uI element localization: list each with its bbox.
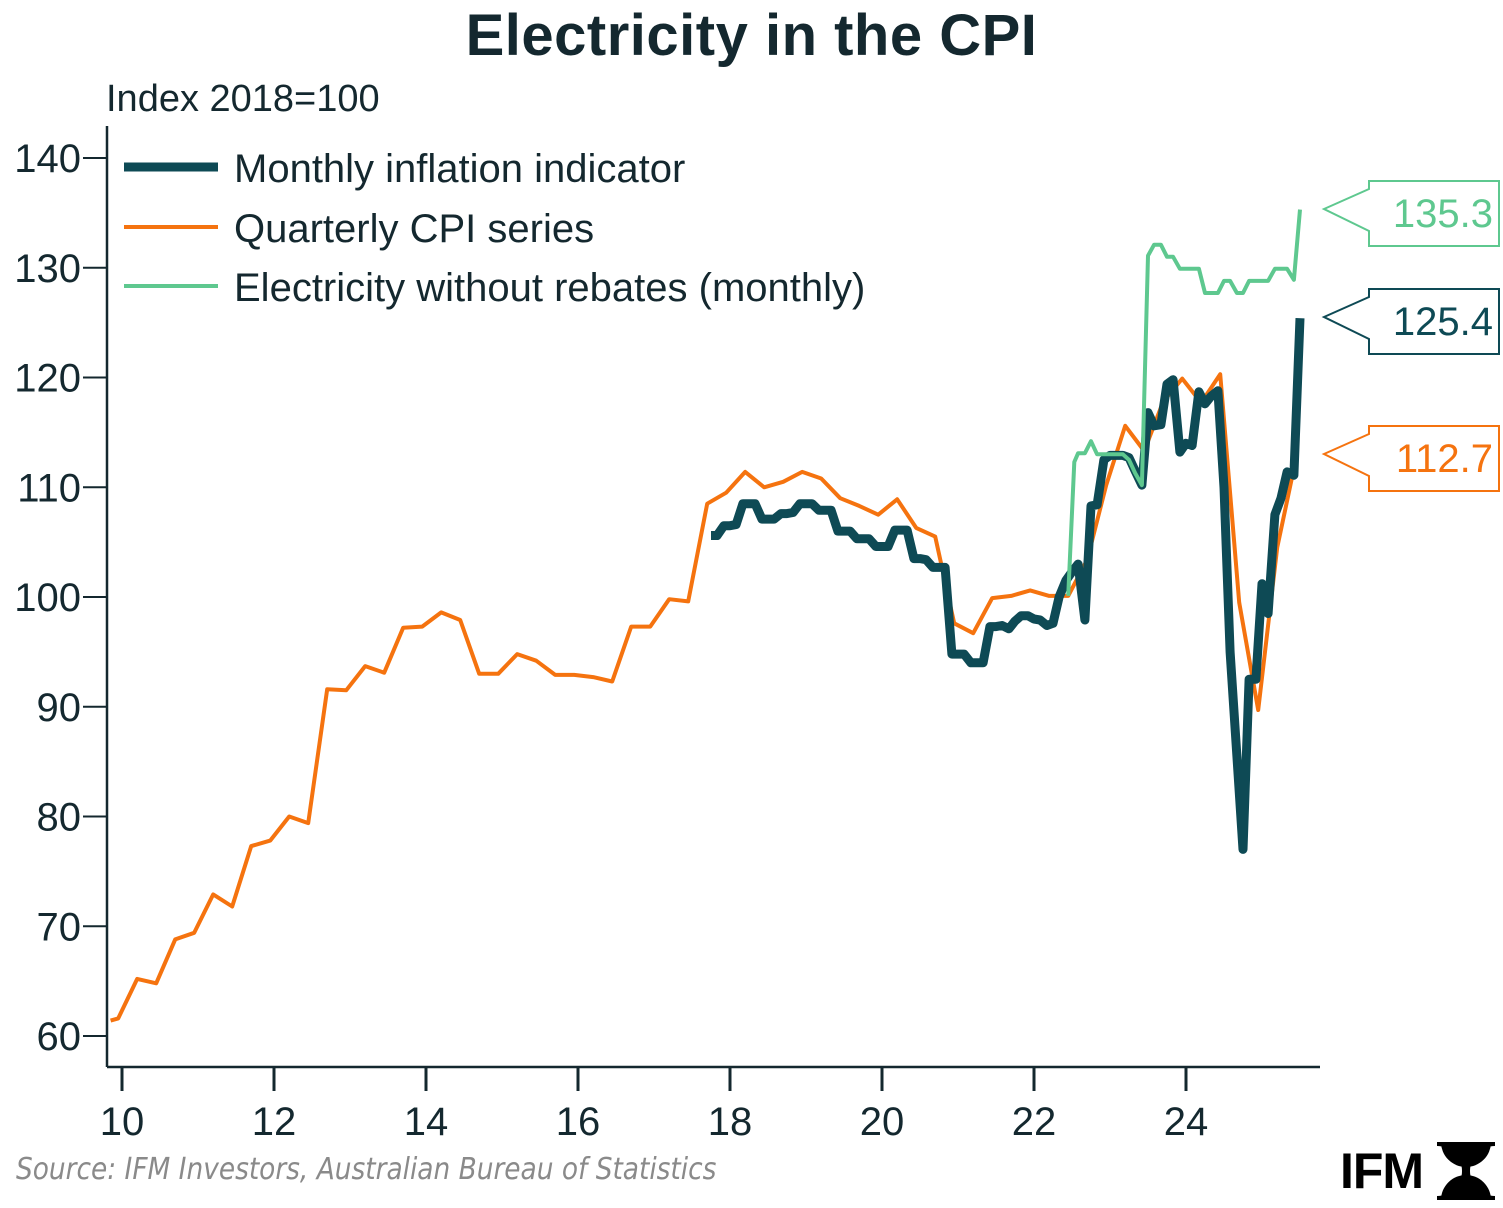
x-tick-label: 24 [1164,1100,1209,1144]
legend-label: Quarterly CPI series [234,207,594,251]
value-callout-label: 112.7 [1396,437,1493,481]
legend-label: Electricity without rebates (monthly) [234,266,865,310]
value-callout-label: 125.4 [1393,300,1493,344]
axes: 60 70 80 90 100 110 120 130 140 10 12 14 16 18 20 22 24 [14,126,1320,1144]
ifm-logo: IFM [1340,1142,1496,1200]
series-line-quarterly-cpi-series [110,372,1299,1023]
value-callout-box [1321,425,1500,492]
legend-label: Monthly inflation indicator [234,147,685,191]
ifm-logo-mark-icon [1437,1142,1496,1200]
legend: Monthly inflation indicator Quarterly CPI… [124,147,865,310]
y-tick-label: 100 [14,576,81,620]
x-tick-label: 14 [404,1100,449,1144]
x-tick-label: 20 [860,1100,905,1144]
y-tick-label: 60 [37,1015,82,1059]
series-line-monthly-inflation-indicator [711,318,1305,854]
y-tick-label: 120 [14,357,81,401]
y-tick-label: 90 [37,686,82,730]
y-tick-label: 110 [17,466,81,510]
series-layer [110,209,1305,1023]
x-tick-label: 18 [708,1100,753,1144]
chart-title: Electricity in the CPI [465,3,1038,68]
value-callout-box [1321,288,1500,355]
y-axis-unit-label: Index 2018=100 [106,78,380,120]
value-callout-label: 135.3 [1393,192,1493,236]
value-callout-box [1321,180,1500,247]
y-tick-label: 70 [37,905,82,949]
value-callouts: 135.3 125.4 112.7 [1321,180,1500,492]
x-tick-label: 10 [100,1100,145,1144]
y-tick-label: 80 [37,796,82,840]
series-line-electricity-without-rebates-monthly [1066,209,1302,596]
x-tick-label: 16 [556,1100,601,1144]
y-tick-label: 140 [14,137,81,181]
source-note: Source: IFM Investors, Australian Bureau… [16,1152,717,1187]
x-tick-label: 12 [252,1100,297,1144]
logo-text: IFM [1340,1143,1424,1199]
y-tick-label: 130 [14,247,81,291]
x-tick-label: 22 [1012,1100,1057,1144]
